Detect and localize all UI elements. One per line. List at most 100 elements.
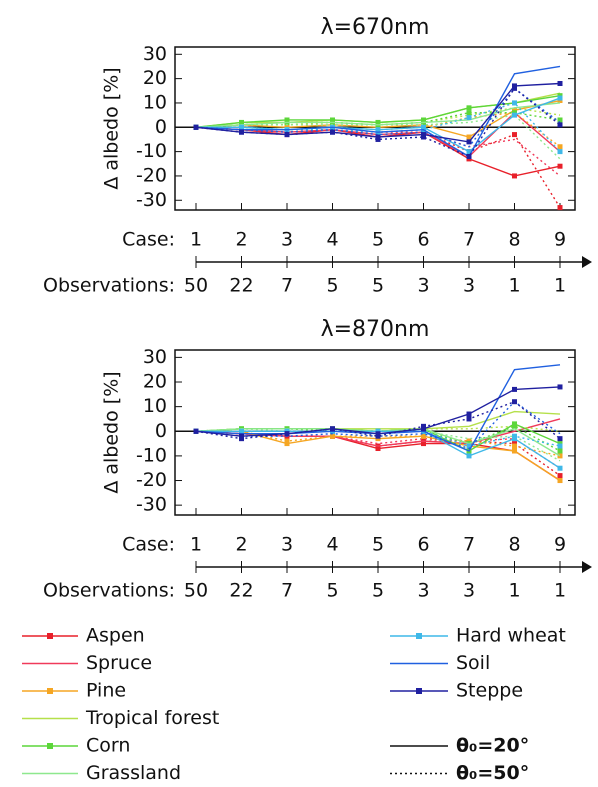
series-marker xyxy=(466,110,472,116)
series-marker xyxy=(557,163,563,169)
series-line xyxy=(195,400,561,440)
legend-marker xyxy=(47,688,53,694)
x-tick-label: 9 xyxy=(554,229,566,251)
observation-count: 1 xyxy=(508,580,520,602)
series-marker xyxy=(330,129,335,135)
x-tick-label: 5 xyxy=(372,534,384,556)
x-tick-label: 7 xyxy=(463,534,475,556)
y-tick-label: -20 xyxy=(136,164,167,186)
x-tick-label: 9 xyxy=(554,534,566,556)
series-marker xyxy=(239,436,244,442)
observation-count: 50 xyxy=(184,275,208,297)
series-marker xyxy=(466,105,472,111)
series-marker xyxy=(557,478,563,484)
series-marker xyxy=(239,129,244,135)
x-tick-label: 4 xyxy=(326,534,338,556)
x-tick-label: 4 xyxy=(326,229,338,251)
x-tick-label: 2 xyxy=(235,534,247,556)
series-marker xyxy=(557,436,563,442)
legend-label: Grassland xyxy=(86,762,181,784)
series-marker xyxy=(512,132,517,138)
legend-label: Soil xyxy=(456,652,490,674)
series-marker xyxy=(375,433,381,439)
arrow-head xyxy=(582,256,592,268)
series-line xyxy=(195,114,561,160)
legend-marker xyxy=(416,633,422,639)
series-marker xyxy=(284,431,290,437)
series-marker xyxy=(330,426,335,432)
series-marker xyxy=(512,399,517,405)
legend-marker xyxy=(47,633,53,639)
observations-label: Observations: xyxy=(43,275,175,297)
observation-count: 3 xyxy=(463,275,475,297)
series-marker xyxy=(557,473,563,479)
plot-frame xyxy=(174,46,576,211)
series-marker xyxy=(284,132,290,138)
chart-title: λ=670nm xyxy=(321,15,430,40)
observation-count: 22 xyxy=(229,580,253,602)
series-marker xyxy=(557,205,563,211)
legend-marker xyxy=(416,688,422,694)
series-marker xyxy=(466,153,472,159)
observation-count: 3 xyxy=(417,580,429,602)
series-marker xyxy=(557,465,563,471)
x-tick-label: 1 xyxy=(190,534,202,556)
y-tick-label: 20 xyxy=(143,67,167,89)
observation-count: 5 xyxy=(326,580,338,602)
series-marker xyxy=(284,438,290,444)
case-label: Case: xyxy=(122,534,175,556)
y-axis-label: Δ albedo [%] xyxy=(101,67,123,189)
series-marker xyxy=(466,115,472,121)
y-tick-label: 20 xyxy=(143,371,167,393)
observation-count: 5 xyxy=(326,275,338,297)
series-line xyxy=(195,87,561,148)
series-line xyxy=(195,428,561,462)
y-tick-label: 30 xyxy=(143,346,167,368)
y-tick-label: 10 xyxy=(143,91,167,113)
legend-label: Corn xyxy=(86,735,130,757)
plot-frame xyxy=(174,349,576,516)
x-tick-label: 8 xyxy=(508,229,520,251)
legend-style-label: θ₀=20° xyxy=(456,735,529,757)
series-marker xyxy=(557,443,563,449)
series-marker xyxy=(466,149,472,155)
series-marker xyxy=(421,134,426,140)
series-marker xyxy=(557,448,563,454)
y-tick-label: -30 xyxy=(136,494,167,516)
x-tick-label: 8 xyxy=(508,534,520,556)
x-tick-label: 1 xyxy=(190,229,202,251)
x-tick-label: 3 xyxy=(281,534,293,556)
series-marker xyxy=(557,117,563,123)
series-marker xyxy=(239,124,244,130)
y-tick-label: -20 xyxy=(136,469,167,491)
series-marker xyxy=(330,433,335,439)
series-line xyxy=(195,400,561,450)
observation-count: 7 xyxy=(281,580,293,602)
legend-label: Aspen xyxy=(86,625,145,647)
series-marker xyxy=(466,416,472,422)
series-marker xyxy=(512,100,517,106)
y-tick-label: 0 xyxy=(155,116,167,138)
series-marker xyxy=(421,423,426,429)
observation-count: 3 xyxy=(417,275,429,297)
series-marker xyxy=(193,428,199,434)
case-label: Case: xyxy=(122,229,175,251)
series-marker xyxy=(512,85,517,91)
observation-count: 1 xyxy=(554,580,566,602)
observation-count: 50 xyxy=(184,580,208,602)
series-marker xyxy=(466,139,472,145)
series-marker xyxy=(557,149,563,155)
series-marker xyxy=(193,124,199,130)
x-tick-label: 5 xyxy=(372,229,384,251)
y-axis-label: Δ albedo [%] xyxy=(101,371,123,493)
y-tick-label: 30 xyxy=(143,43,167,65)
series-marker xyxy=(512,448,517,454)
legend-label: Steppe xyxy=(456,680,523,702)
observations-label: Observations: xyxy=(43,580,175,602)
observation-count: 7 xyxy=(281,275,293,297)
series-marker xyxy=(512,443,517,449)
series-marker xyxy=(466,453,472,459)
x-tick-label: 6 xyxy=(417,229,429,251)
series-marker xyxy=(466,443,472,449)
series-marker xyxy=(557,95,563,101)
